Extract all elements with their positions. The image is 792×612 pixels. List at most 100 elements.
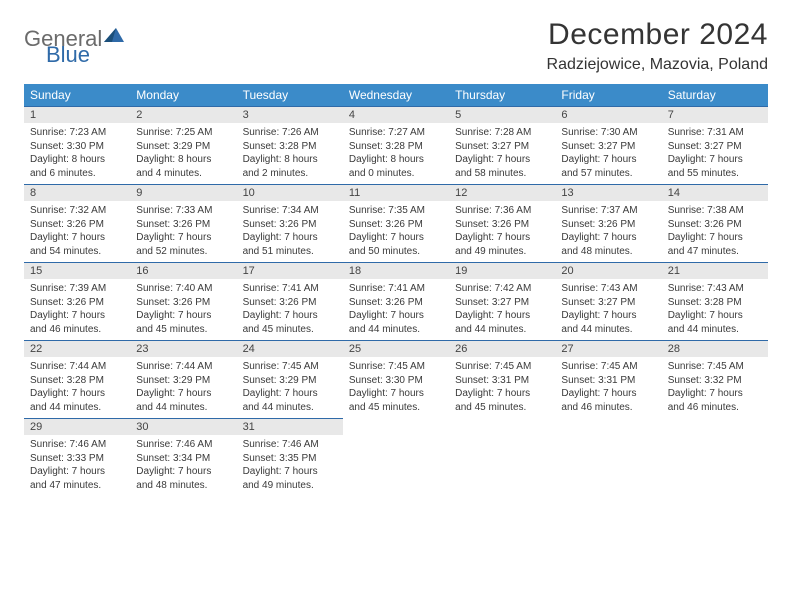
daylight-line2: and 2 minutes. <box>243 167 337 181</box>
day-cell: 30Sunrise: 7:46 AMSunset: 3:34 PMDayligh… <box>130 418 236 496</box>
daylight-line2: and 45 minutes. <box>455 401 549 415</box>
day-number: 13 <box>555 184 661 201</box>
day-cell: 11Sunrise: 7:35 AMSunset: 3:26 PMDayligh… <box>343 184 449 262</box>
day-cell: 12Sunrise: 7:36 AMSunset: 3:26 PMDayligh… <box>449 184 555 262</box>
day-cell <box>662 418 768 496</box>
daylight-line2: and 46 minutes. <box>668 401 762 415</box>
sunrise-text: Sunrise: 7:46 AM <box>243 438 337 452</box>
daylight-line2: and 54 minutes. <box>30 245 124 259</box>
sunrise-text: Sunrise: 7:23 AM <box>30 126 124 140</box>
sunrise-text: Sunrise: 7:30 AM <box>561 126 655 140</box>
sunset-text: Sunset: 3:26 PM <box>136 296 230 310</box>
sunrise-text: Sunrise: 7:42 AM <box>455 282 549 296</box>
day-number: 11 <box>343 184 449 201</box>
sunset-text: Sunset: 3:26 PM <box>30 296 124 310</box>
day-cell: 5Sunrise: 7:28 AMSunset: 3:27 PMDaylight… <box>449 106 555 184</box>
day-detail: Sunrise: 7:45 AMSunset: 3:31 PMDaylight:… <box>449 357 555 418</box>
day-header: Thursday <box>449 84 555 106</box>
day-number: 18 <box>343 262 449 279</box>
day-number: 3 <box>237 106 343 123</box>
daylight-line1: Daylight: 7 hours <box>455 153 549 167</box>
day-cell: 13Sunrise: 7:37 AMSunset: 3:26 PMDayligh… <box>555 184 661 262</box>
daylight-line1: Daylight: 7 hours <box>561 387 655 401</box>
sunrise-text: Sunrise: 7:25 AM <box>136 126 230 140</box>
page: General Blue December 2024 Radziejowice,… <box>0 0 792 612</box>
daylight-line2: and 58 minutes. <box>455 167 549 181</box>
day-header: Wednesday <box>343 84 449 106</box>
sunrise-text: Sunrise: 7:32 AM <box>30 204 124 218</box>
day-cell: 23Sunrise: 7:44 AMSunset: 3:29 PMDayligh… <box>130 340 236 418</box>
daylight-line2: and 55 minutes. <box>668 167 762 181</box>
month-title: December 2024 <box>547 18 768 52</box>
day-number: 19 <box>449 262 555 279</box>
day-cell: 2Sunrise: 7:25 AMSunset: 3:29 PMDaylight… <box>130 106 236 184</box>
day-number: 12 <box>449 184 555 201</box>
daylight-line2: and 57 minutes. <box>561 167 655 181</box>
daylight-line2: and 47 minutes. <box>30 479 124 493</box>
daylight-line2: and 44 minutes. <box>455 323 549 337</box>
day-detail: Sunrise: 7:31 AMSunset: 3:27 PMDaylight:… <box>662 123 768 184</box>
day-detail: Sunrise: 7:36 AMSunset: 3:26 PMDaylight:… <box>449 201 555 262</box>
sunset-text: Sunset: 3:28 PM <box>30 374 124 388</box>
day-detail: Sunrise: 7:41 AMSunset: 3:26 PMDaylight:… <box>237 279 343 340</box>
sunrise-text: Sunrise: 7:41 AM <box>243 282 337 296</box>
day-number: 21 <box>662 262 768 279</box>
sunset-text: Sunset: 3:34 PM <box>136 452 230 466</box>
day-detail: Sunrise: 7:25 AMSunset: 3:29 PMDaylight:… <box>130 123 236 184</box>
daylight-line2: and 44 minutes. <box>668 323 762 337</box>
sunset-text: Sunset: 3:26 PM <box>349 218 443 232</box>
daylight-line1: Daylight: 7 hours <box>349 387 443 401</box>
day-detail: Sunrise: 7:37 AMSunset: 3:26 PMDaylight:… <box>555 201 661 262</box>
day-detail: Sunrise: 7:43 AMSunset: 3:27 PMDaylight:… <box>555 279 661 340</box>
daylight-line1: Daylight: 7 hours <box>668 231 762 245</box>
day-number: 28 <box>662 340 768 357</box>
day-header: Friday <box>555 84 661 106</box>
daylight-line2: and 51 minutes. <box>243 245 337 259</box>
day-cell: 17Sunrise: 7:41 AMSunset: 3:26 PMDayligh… <box>237 262 343 340</box>
daylight-line2: and 44 minutes. <box>561 323 655 337</box>
day-detail: Sunrise: 7:46 AMSunset: 3:35 PMDaylight:… <box>237 435 343 496</box>
day-number: 1 <box>24 106 130 123</box>
day-detail: Sunrise: 7:27 AMSunset: 3:28 PMDaylight:… <box>343 123 449 184</box>
daylight-line2: and 44 minutes. <box>30 401 124 415</box>
sunrise-text: Sunrise: 7:31 AM <box>668 126 762 140</box>
day-detail: Sunrise: 7:39 AMSunset: 3:26 PMDaylight:… <box>24 279 130 340</box>
sunset-text: Sunset: 3:26 PM <box>455 218 549 232</box>
daylight-line2: and 45 minutes. <box>349 401 443 415</box>
daylight-line1: Daylight: 7 hours <box>30 309 124 323</box>
day-cell: 24Sunrise: 7:45 AMSunset: 3:29 PMDayligh… <box>237 340 343 418</box>
daylight-line1: Daylight: 8 hours <box>30 153 124 167</box>
title-block: December 2024 Radziejowice, Mazovia, Pol… <box>547 18 768 74</box>
day-number: 24 <box>237 340 343 357</box>
daylight-line2: and 44 minutes. <box>349 323 443 337</box>
day-number: 10 <box>237 184 343 201</box>
daylight-line1: Daylight: 7 hours <box>561 231 655 245</box>
day-detail: Sunrise: 7:45 AMSunset: 3:32 PMDaylight:… <box>662 357 768 418</box>
day-number: 20 <box>555 262 661 279</box>
daylight-line1: Daylight: 7 hours <box>455 231 549 245</box>
week-row: 29Sunrise: 7:46 AMSunset: 3:33 PMDayligh… <box>24 418 768 496</box>
sunrise-text: Sunrise: 7:38 AM <box>668 204 762 218</box>
sunrise-text: Sunrise: 7:45 AM <box>455 360 549 374</box>
day-cell <box>343 418 449 496</box>
daylight-line2: and 52 minutes. <box>136 245 230 259</box>
header-row: General Blue December 2024 Radziejowice,… <box>24 18 768 74</box>
sunset-text: Sunset: 3:26 PM <box>243 218 337 232</box>
sunrise-text: Sunrise: 7:40 AM <box>136 282 230 296</box>
daylight-line1: Daylight: 7 hours <box>455 309 549 323</box>
day-detail: Sunrise: 7:23 AMSunset: 3:30 PMDaylight:… <box>24 123 130 184</box>
day-cell: 20Sunrise: 7:43 AMSunset: 3:27 PMDayligh… <box>555 262 661 340</box>
day-detail: Sunrise: 7:32 AMSunset: 3:26 PMDaylight:… <box>24 201 130 262</box>
day-number: 25 <box>343 340 449 357</box>
day-cell <box>449 418 555 496</box>
day-cell: 14Sunrise: 7:38 AMSunset: 3:26 PMDayligh… <box>662 184 768 262</box>
daylight-line2: and 48 minutes. <box>136 479 230 493</box>
day-detail: Sunrise: 7:34 AMSunset: 3:26 PMDaylight:… <box>237 201 343 262</box>
daylight-line1: Daylight: 7 hours <box>243 231 337 245</box>
sunrise-text: Sunrise: 7:28 AM <box>455 126 549 140</box>
daylight-line1: Daylight: 8 hours <box>243 153 337 167</box>
day-number: 27 <box>555 340 661 357</box>
week-row: 15Sunrise: 7:39 AMSunset: 3:26 PMDayligh… <box>24 262 768 340</box>
day-cell: 26Sunrise: 7:45 AMSunset: 3:31 PMDayligh… <box>449 340 555 418</box>
daylight-line1: Daylight: 7 hours <box>561 153 655 167</box>
